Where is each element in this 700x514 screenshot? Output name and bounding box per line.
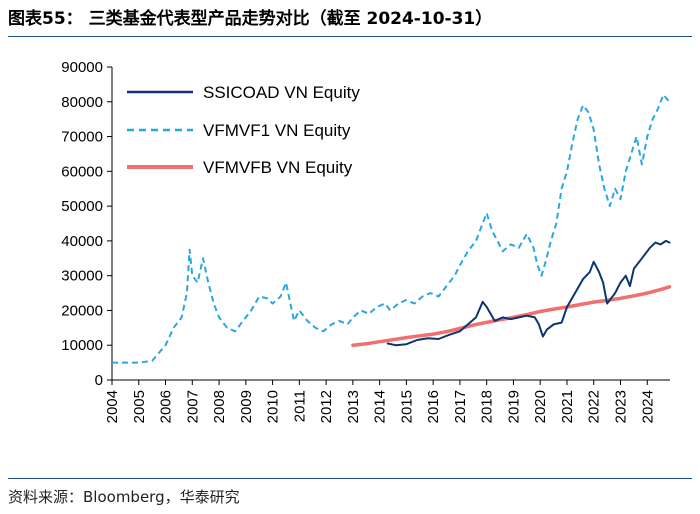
legend: SSICOAD VN Equity VFMVF1 VN Equity VFMVFB … <box>127 83 360 177</box>
y-tick-label: 40000 <box>61 233 103 250</box>
legend-label: SSICOAD VN Equity <box>203 83 360 102</box>
axes: 0 10000 20000 30000 40000 50000 60000 70000 8000… <box>61 59 670 423</box>
x-tick-label: 2014 <box>372 390 389 423</box>
y-tick-label: 80000 <box>61 94 103 111</box>
x-tick-label: 2023 <box>612 390 629 423</box>
x-tick-label: 2005 <box>131 390 148 423</box>
x-tick-label: 2024 <box>639 390 656 423</box>
legend-label: VFMVF1 VN Equity <box>203 121 351 140</box>
x-tick-label: 2009 <box>238 390 255 423</box>
x-tick-label: 2018 <box>479 390 496 423</box>
x-tick-label: 2020 <box>532 390 549 423</box>
x-tick-label: 2007 <box>184 390 201 423</box>
y-tick-label: 50000 <box>61 198 103 215</box>
x-tick-label: 2008 <box>211 390 228 423</box>
y-tick-label: 0 <box>95 372 103 389</box>
x-tick-label: 2011 <box>291 390 308 422</box>
legend-label: VFMVFB VN Equity <box>203 158 353 177</box>
x-tick-label: 2021 <box>559 390 576 423</box>
x-tick-label: 2006 <box>158 390 175 423</box>
x-tick-label: 2013 <box>345 390 362 423</box>
x-tick-label: 2022 <box>586 390 603 423</box>
y-tick-label: 10000 <box>61 337 103 354</box>
y-tick-label: 70000 <box>61 129 103 146</box>
x-tick-label: 2004 <box>104 390 121 423</box>
x-tick-label: 2019 <box>505 390 522 423</box>
series-line-vfmvfb-vn-equity <box>351 285 672 347</box>
x-tick-label: 2015 <box>398 390 415 423</box>
series-layer <box>112 93 672 364</box>
source-note: 资料来源：Bloomberg，华泰研究 <box>8 488 240 506</box>
y-tick-label: 90000 <box>61 59 103 76</box>
y-tick-label: 20000 <box>61 302 103 319</box>
series-line-ssicoad-vn-equity <box>386 239 671 347</box>
x-tick-label: 2012 <box>318 390 335 423</box>
y-tick-label: 30000 <box>61 268 103 285</box>
y-tick-label: 60000 <box>61 163 103 180</box>
series-line-vfmvf1-vn-equity <box>112 93 671 364</box>
x-tick-label: 2017 <box>452 390 469 423</box>
title-divider <box>8 36 692 37</box>
x-tick-label: 2010 <box>265 390 282 423</box>
source-divider <box>8 478 692 479</box>
x-tick-label: 2016 <box>425 390 442 423</box>
chart-title: 图表55： 三类基金代表型产品走势对比（截至 2024-10-31） <box>8 9 493 29</box>
